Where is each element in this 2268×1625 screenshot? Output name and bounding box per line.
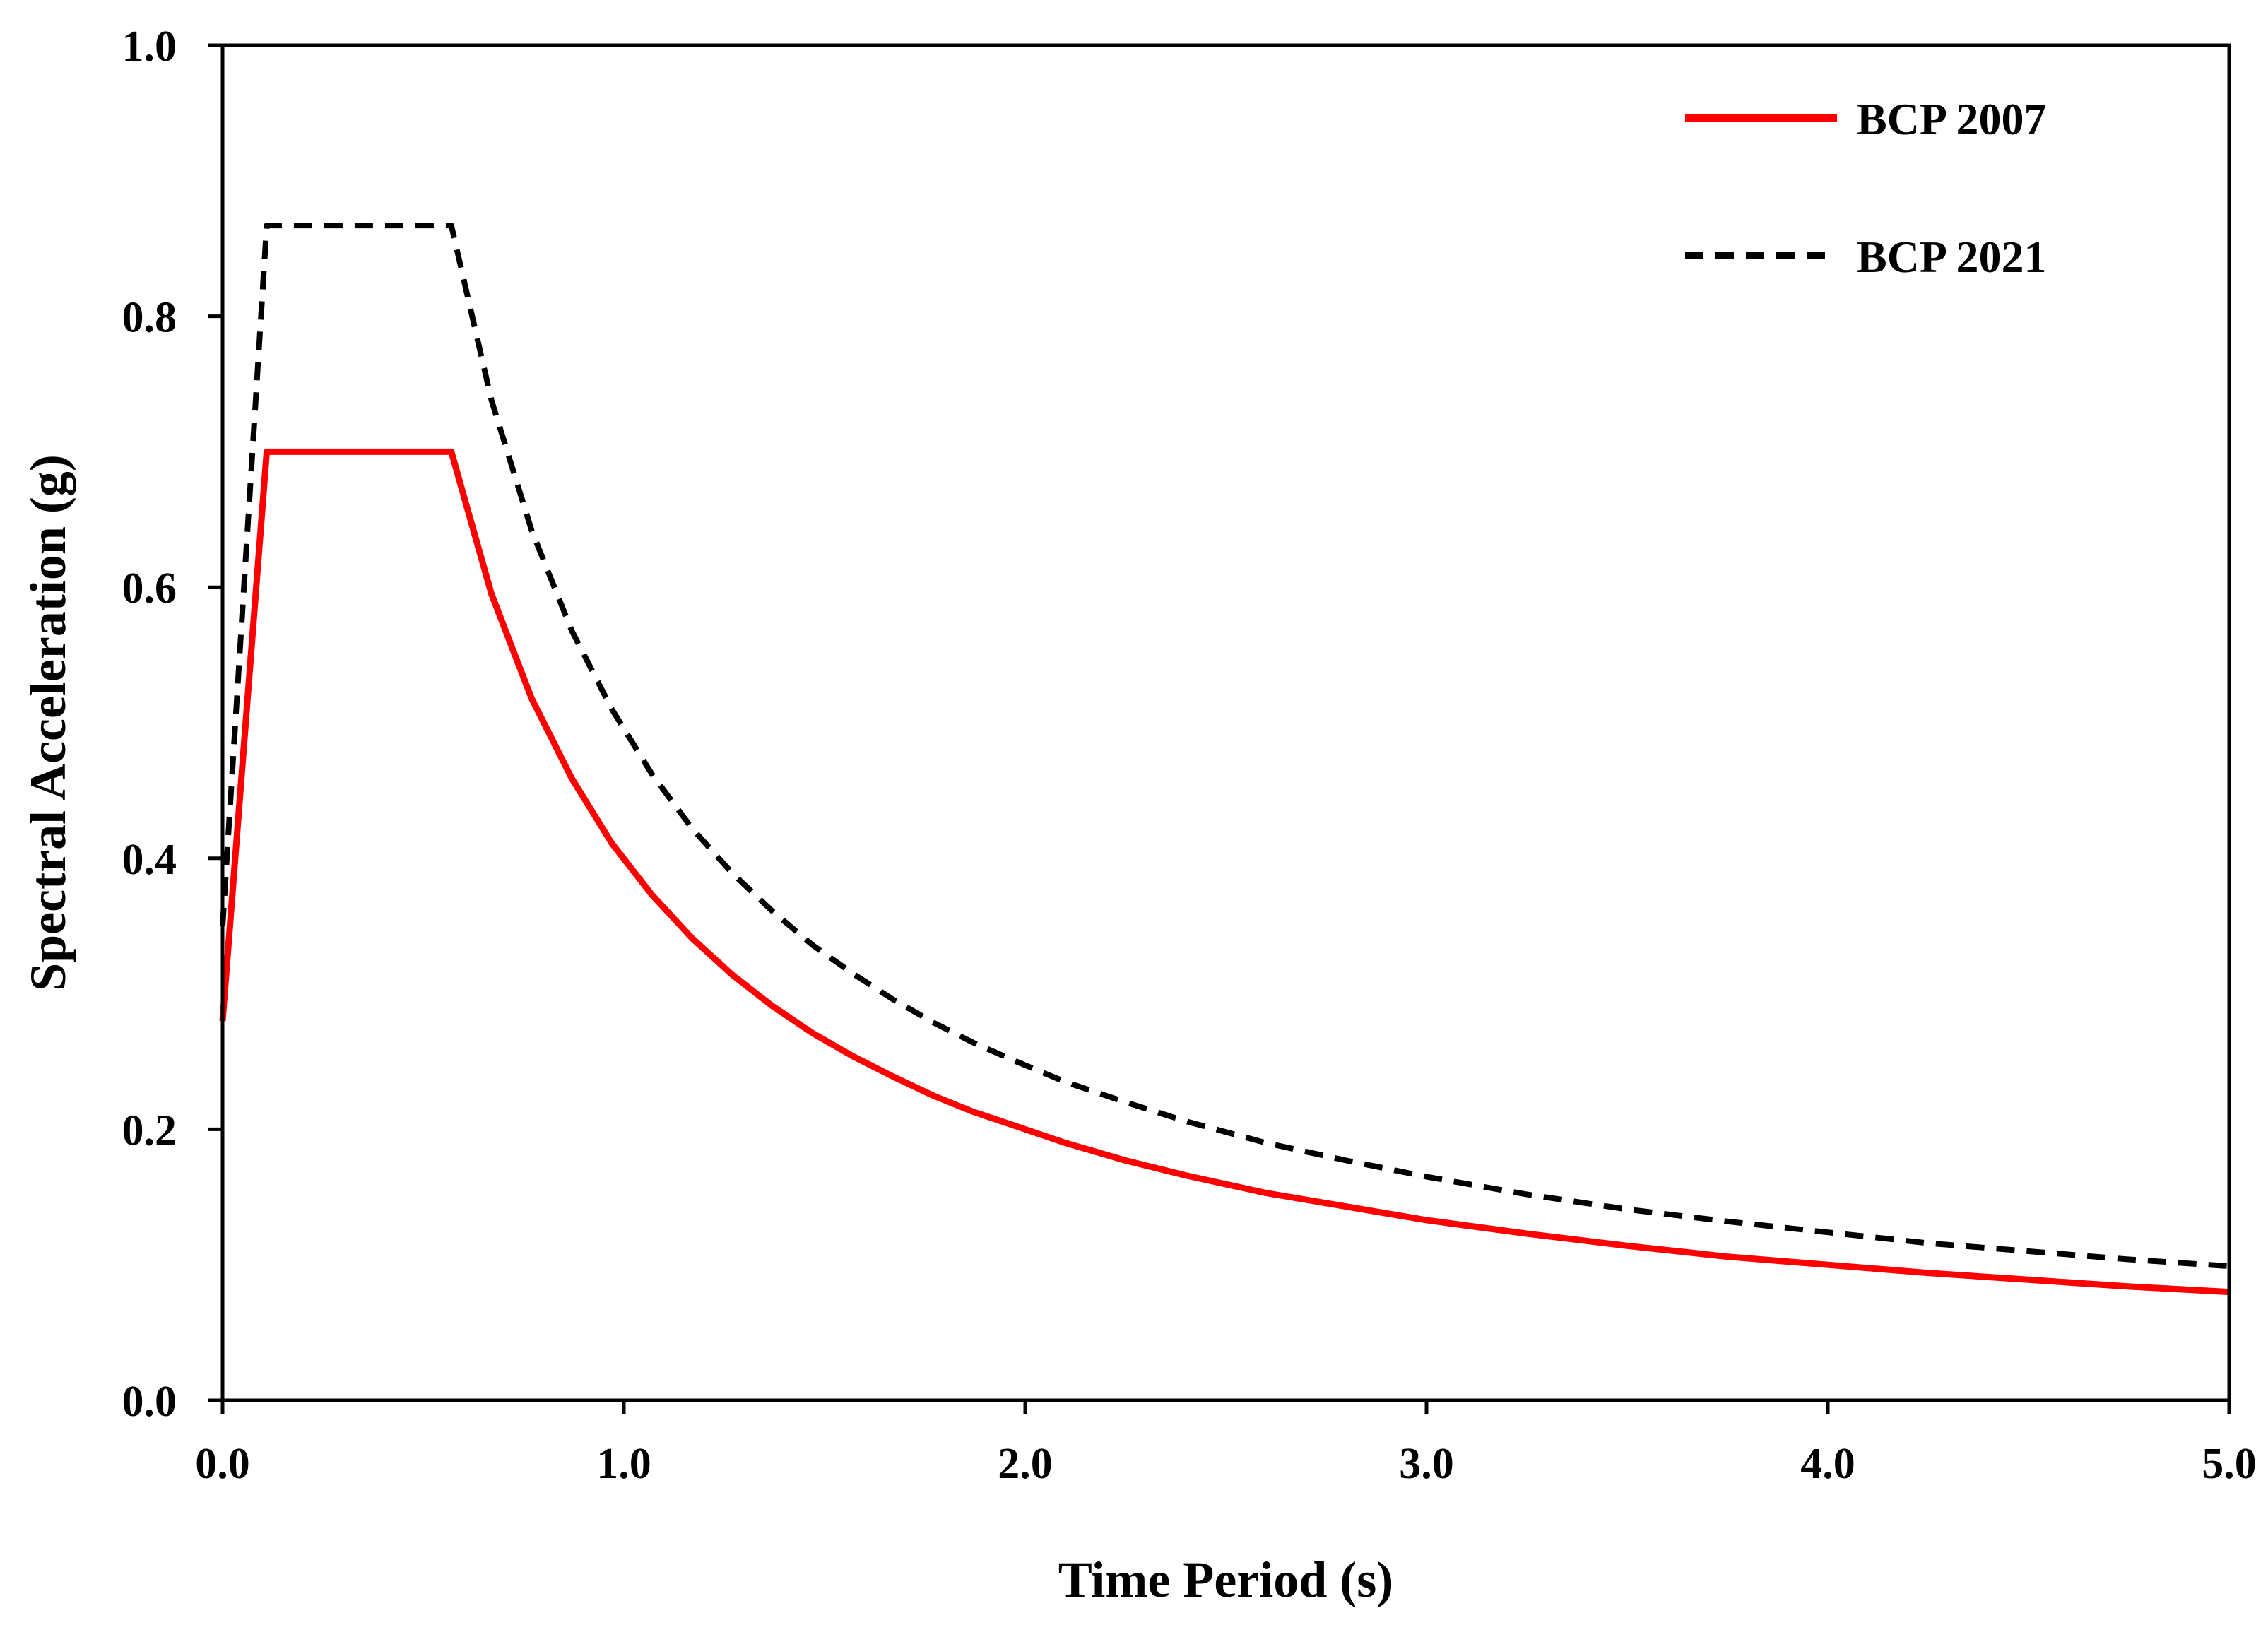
y-tick-label: 0.0 [122,1378,177,1426]
x-axis-title: Time Period (s) [1058,1552,1394,1608]
y-tick-label: 0.6 [122,565,177,613]
legend-label-bcp-2007: BCP 2007 [1857,94,2046,144]
x-tick-label: 0.0 [195,1440,250,1488]
y-axis-title: Spectral Acceleration (g) [20,454,76,991]
legend-label-bcp-2021: BCP 2021 [1857,232,2046,282]
y-axis-ticks: 0.0 0.2 0.4 0.6 0.8 1.0 [122,23,223,1426]
x-axis-ticks: 0.0 1.0 2.0 3.0 4.0 5.0 [195,1400,2257,1488]
y-tick-label: 0.8 [122,294,177,342]
series-layer [219,223,2230,1296]
x-tick-label: 5.0 [2202,1440,2257,1488]
x-tick-label: 4.0 [1800,1440,1855,1488]
legend: BCP 2007 BCP 2021 [1685,94,2046,282]
x-tick-label: 2.0 [998,1440,1053,1488]
y-tick-label: 0.4 [122,836,177,884]
plot-area-frame [220,43,2231,1402]
y-tick-label: 0.2 [122,1106,177,1154]
x-tick-label: 1.0 [596,1440,651,1488]
x-tick-label: 3.0 [1399,1440,1454,1488]
series-line-bcp-2021 [220,223,2230,1270]
y-tick-label: 1.0 [122,23,177,71]
series-line-bcp-2007 [219,448,2230,1296]
